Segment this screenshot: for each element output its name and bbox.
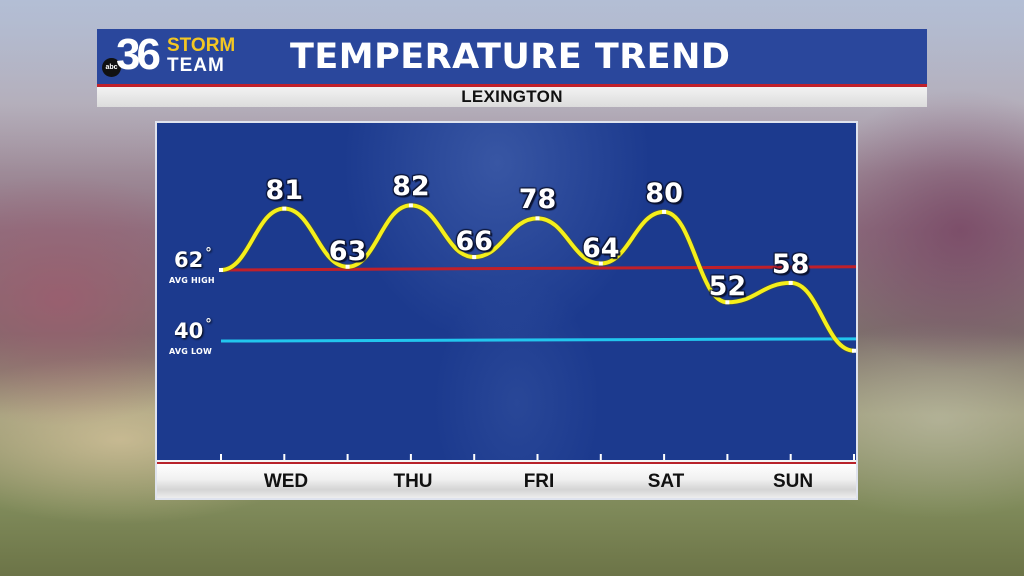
data-point-marker	[725, 300, 730, 305]
data-point-label: 80	[645, 177, 683, 209]
logo-storm-text: STORM	[167, 35, 236, 56]
day-label-thu: THU	[393, 471, 433, 492]
data-point-marker	[219, 268, 223, 272]
data-point-marker	[598, 261, 603, 266]
data-point-label: 78	[518, 184, 557, 216]
location-bar: LEXINGTON	[97, 87, 927, 107]
data-point-marker	[345, 264, 350, 269]
abc-logo-icon: abc	[102, 58, 121, 77]
location-label: LEXINGTON	[461, 87, 563, 106]
data-point-marker	[408, 203, 413, 208]
avg-high-line	[220, 265, 856, 272]
data-point-marker	[472, 255, 477, 260]
degree-symbol: °	[205, 317, 212, 332]
day-label-fri: FRI	[523, 471, 555, 492]
avg-low-number: 40	[174, 319, 204, 343]
logo-team-text: TEAM	[167, 55, 225, 76]
data-point-label: 81	[265, 174, 304, 206]
data-point-marker	[788, 280, 793, 285]
data-point-label: 52	[708, 271, 747, 303]
trend-line-shadow	[220, 202, 855, 354]
avg-low-line	[220, 337, 856, 343]
header-divider	[97, 84, 927, 87]
avg-high-number: 62	[174, 248, 204, 272]
avg-high-value: 62 °	[174, 246, 212, 272]
axis-highlight	[157, 460, 856, 462]
day-label-sun: SUN	[772, 471, 814, 492]
chart-plot-area	[219, 202, 856, 461]
data-point-label: 63	[328, 235, 367, 267]
station-logo: abc 36 STORM TEAM	[101, 30, 251, 80]
temperature-trend-line	[220, 203, 855, 353]
x-axis-band	[157, 464, 856, 498]
data-point-label: 66	[455, 226, 493, 258]
degree-symbol: °	[205, 246, 212, 261]
data-point-marker	[662, 209, 667, 214]
day-label-wed: WED	[263, 471, 309, 492]
day-label-sat: SAT	[647, 471, 685, 492]
data-point-marker	[282, 206, 287, 211]
avg-low-label: AVG LOW	[169, 347, 213, 356]
data-point-label: 64	[582, 232, 620, 264]
x-axis-line	[157, 462, 856, 465]
header-title-bar: abc 36 STORM TEAM TEMPERATURE TREND	[97, 29, 927, 84]
data-point-marker	[852, 348, 856, 353]
data-point-label: 82	[392, 171, 430, 203]
avg-high-label: AVG HIGH	[169, 276, 215, 285]
chart-background-glow	[157, 123, 856, 463]
data-point-label: 58	[771, 248, 810, 280]
header-banner: abc 36 STORM TEAM TEMPERATURE TREND LEXI…	[97, 29, 927, 107]
page-title: TEMPERATURE TREND	[290, 37, 731, 77]
temperature-chart: 81 63 82 66 78 64 80 52 58 62 ° AVG HIGH 40 ° AVG …	[155, 121, 858, 500]
data-point-marker	[535, 216, 540, 221]
avg-low-value: 40 °	[174, 317, 212, 343]
logo-channel-number: 36	[116, 30, 161, 79]
